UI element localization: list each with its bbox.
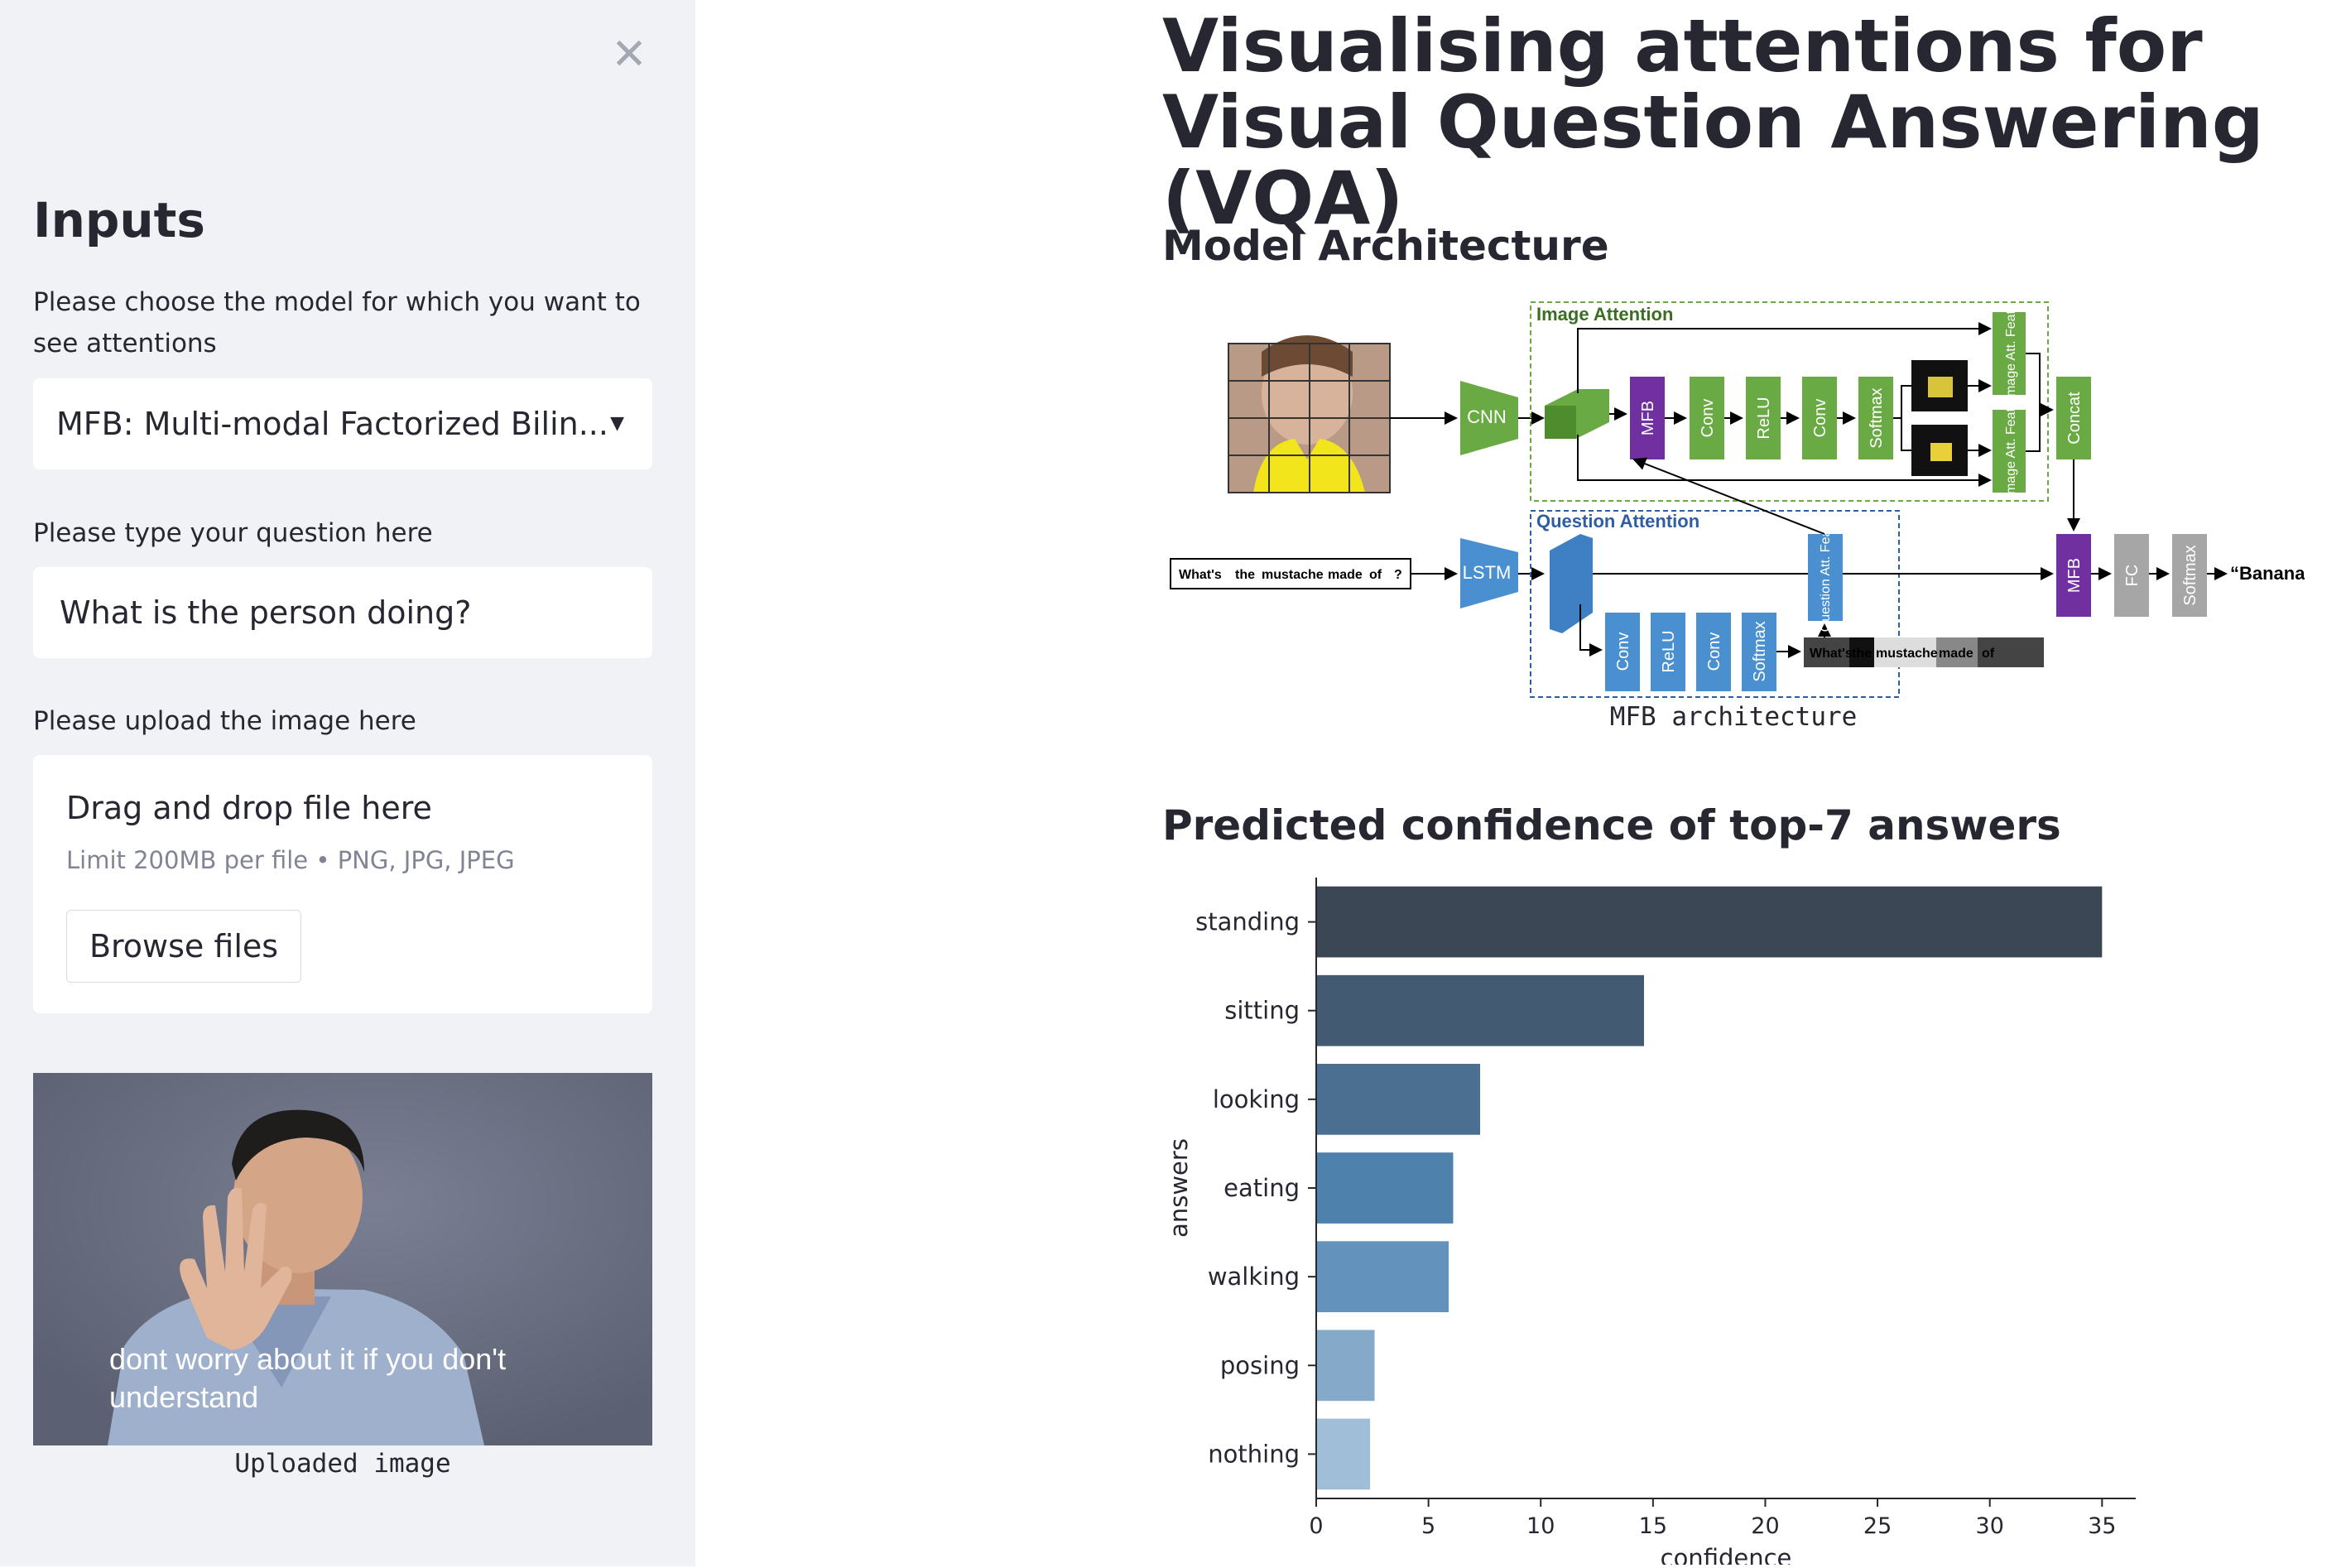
y-tick-label: looking xyxy=(1213,1085,1300,1113)
chart-heading: Predicted confidence of top-7 answers xyxy=(1162,801,2061,849)
diagram-lstm-block: LSTM xyxy=(1460,538,1518,608)
y-tick-label: walking xyxy=(1208,1263,1300,1291)
diagram-question-words: What's the mustache made of ? xyxy=(1170,558,1411,589)
diagram-softmax-1: Softmax xyxy=(1868,387,1886,448)
diagram-softmax-2: Softmax xyxy=(2181,545,2199,605)
x-tick-label: 5 xyxy=(1421,1513,1435,1539)
bar-looking xyxy=(1316,1064,1480,1135)
svg-text:made: made xyxy=(1939,647,1973,661)
model-select-label: Please choose the model for which you wa… xyxy=(33,287,641,358)
question-label: Please type your question here xyxy=(33,518,433,548)
svg-text:LSTM: LSTM xyxy=(1463,562,1512,583)
sidebar-heading: Inputs xyxy=(33,192,205,248)
bar-eating xyxy=(1316,1152,1454,1224)
svg-text:the: the xyxy=(1235,568,1255,582)
chevron-down-icon: ▼ xyxy=(610,413,624,434)
architecture-heading: Model Architecture xyxy=(1162,222,1609,270)
svg-text:?: ? xyxy=(1394,568,1402,582)
bar-posing xyxy=(1316,1330,1375,1402)
bar-sitting xyxy=(1316,974,1644,1046)
diagram-concat: Concat xyxy=(2065,392,2084,445)
image-subtitle-line-2: understand xyxy=(109,1380,258,1414)
browse-files-button[interactable]: Browse files xyxy=(66,910,301,983)
y-tick-label: posing xyxy=(1220,1351,1300,1379)
diagram-attention-maps xyxy=(1893,360,1968,476)
diagram-q-conv-2: Conv xyxy=(1705,632,1723,671)
diagram-question-features xyxy=(1550,534,1593,633)
bar-walking xyxy=(1316,1241,1449,1312)
confidence-chart: standing sitting looking eating walking posin… xyxy=(1159,861,2152,1568)
question-attention-label: Question Attention xyxy=(1536,511,1699,531)
diagram-image-att-feat-2: Image Att. Feat. xyxy=(2004,405,2018,498)
diagram-mfb-1: MFB xyxy=(1639,401,1657,435)
svg-text:made: made xyxy=(1328,568,1363,582)
diagram-cnn-block: CNN xyxy=(1460,381,1518,455)
svg-text:What's: What's xyxy=(1810,647,1853,661)
svg-text:of: of xyxy=(1369,568,1382,582)
x-tick-label: 35 xyxy=(2088,1513,2116,1539)
x-tick-label: 30 xyxy=(1976,1513,2004,1539)
diagram-fc: FC xyxy=(2123,565,2142,587)
y-tick-label: standing xyxy=(1195,908,1300,936)
file-uploader-dropzone[interactable]: Drag and drop file here Limit 200MB per … xyxy=(33,755,652,1013)
diagram-q-softmax: Softmax xyxy=(1751,621,1769,681)
dropzone-limit: Limit 200MB per file • PNG, JPG, JPEG xyxy=(66,846,515,874)
uploaded-image-caption: Uploaded image xyxy=(234,1449,451,1479)
diagram-question-att-feat: Question Att. Feat. xyxy=(1819,522,1833,632)
x-axis-label: confidence xyxy=(1661,1544,1792,1565)
question-input[interactable] xyxy=(33,567,652,658)
uploaded-image-picture: dont worry about it if you don't underst… xyxy=(33,1073,652,1445)
model-select-value: MFB: Multi-modal Factorized Bilin... xyxy=(56,406,608,442)
image-attention-label: Image Attention xyxy=(1536,304,1673,325)
svg-text:CNN: CNN xyxy=(1467,406,1507,427)
x-tick-label: 15 xyxy=(1639,1513,1667,1539)
page-title: Visualising attentions for Visual Questi… xyxy=(1162,3,2264,241)
architecture-caption: MFB architecture xyxy=(1609,702,1858,732)
x-tick-label: 0 xyxy=(1309,1513,1323,1539)
dropzone-title: Drag and drop file here xyxy=(66,790,432,826)
y-tick-label: nothing xyxy=(1208,1440,1300,1468)
architecture-diagram: CNN Image Attention MFB Conv ReLU Conv xyxy=(1162,294,2314,708)
svg-text:mustache: mustache xyxy=(1876,647,1938,661)
model-select[interactable]: MFB: Multi-modal Factorized Bilin... ▼ xyxy=(33,378,652,469)
close-icon[interactable]: ✕ xyxy=(611,30,647,79)
diagram-conv-1: Conv xyxy=(1699,399,1717,438)
diagram-mfb-2: MFB xyxy=(2065,558,2084,593)
svg-text:What's: What's xyxy=(1179,568,1222,582)
svg-text:the: the xyxy=(1852,647,1872,661)
uploaded-image: dont worry about it if you don't underst… xyxy=(33,1073,652,1445)
bar-standing xyxy=(1316,886,2103,958)
bar-nothing xyxy=(1316,1418,1371,1490)
diagram-input-image xyxy=(1228,335,1391,493)
diagram-question-attention-words: What's the mustache made of xyxy=(1804,637,2044,667)
question-attention-region xyxy=(1530,510,1900,698)
svg-text:mustache: mustache xyxy=(1262,568,1324,582)
diagram-feature-cube xyxy=(1545,389,1609,439)
upload-label: Please upload the image here xyxy=(33,706,416,736)
y-tick-label: eating xyxy=(1223,1174,1300,1202)
diagram-relu-1: ReLU xyxy=(1755,397,1773,439)
diagram-answer: “Banana” xyxy=(2230,563,2305,584)
y-tick-label: sitting xyxy=(1224,997,1300,1025)
x-tick-label: 25 xyxy=(1863,1513,1892,1539)
image-subtitle-line-1: dont worry about it if you don't xyxy=(109,1342,506,1376)
diagram-q-conv-1: Conv xyxy=(1614,632,1632,671)
diagram-q-relu: ReLU xyxy=(1660,630,1678,672)
x-tick-label: 10 xyxy=(1526,1513,1555,1539)
image-attention-region xyxy=(1530,301,2049,502)
diagram-conv-2: Conv xyxy=(1811,399,1829,438)
y-axis-label: answers xyxy=(1165,1138,1193,1238)
x-tick-label: 20 xyxy=(1751,1513,1779,1539)
diagram-image-att-feat-1: Image Att. Feat. xyxy=(2004,307,2018,401)
svg-text:of: of xyxy=(1982,647,1995,661)
sidebar: ✕ Inputs Please choose the model for whi… xyxy=(0,0,695,1566)
